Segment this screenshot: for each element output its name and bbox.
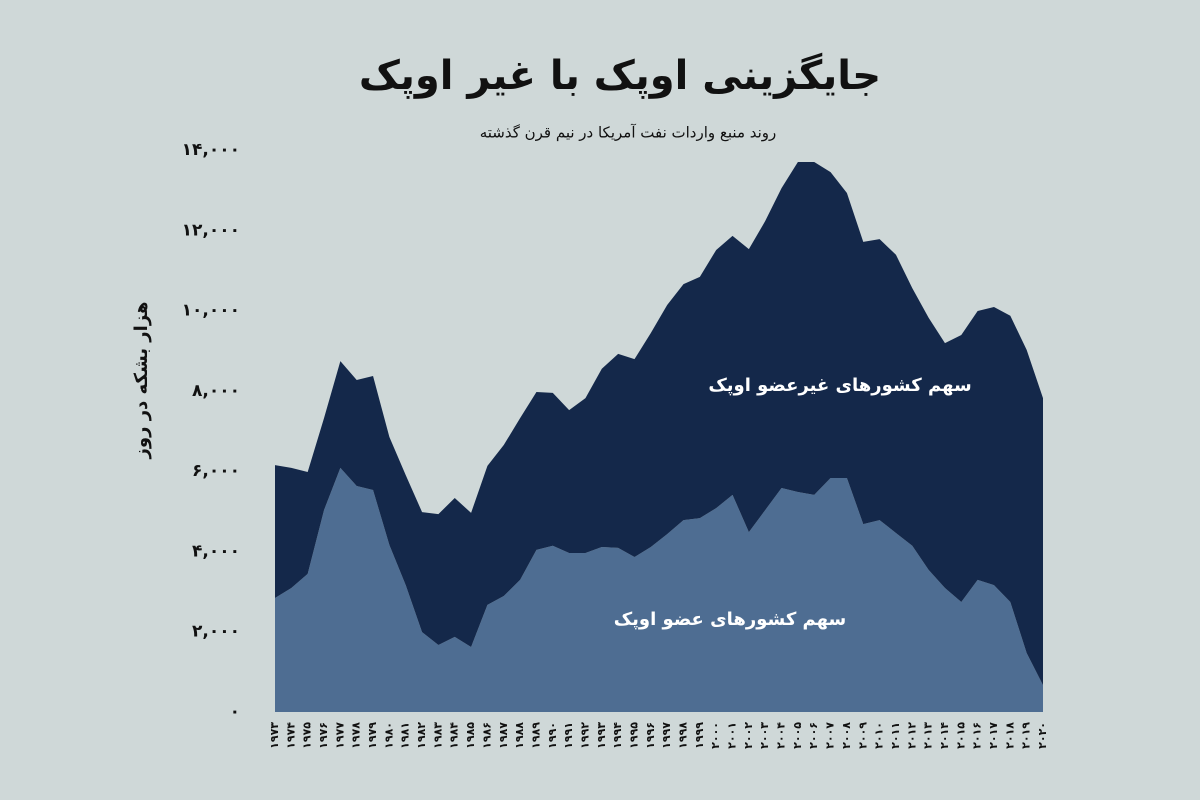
series-label: سهم کشورهای عضو اوپک (614, 609, 847, 630)
x-tick-label: ۱۹۷۵ (301, 722, 314, 749)
x-tick-label: ۲۰۱۰ (873, 722, 886, 749)
x-tick-label: ۲۰۱۴ (938, 722, 951, 749)
x-tick-label: ۲۰۰۲ (742, 722, 755, 749)
x-tick-label: ۱۹۸۵ (464, 722, 477, 749)
x-tick-label: ۱۹۷۴ (284, 722, 297, 749)
y-tick-label: ۴,۰۰۰ (192, 541, 240, 561)
x-tick-label: ۱۹۹۲ (578, 722, 591, 749)
x-tick-label: ۱۹۹۱ (562, 722, 575, 749)
x-tick-label: ۱۹۹۷ (660, 722, 673, 749)
x-tick-label: ۱۹۹۶ (644, 722, 657, 749)
x-tick-label: ۱۹۹۹ (693, 722, 706, 749)
y-tick-label: ۱۲,۰۰۰ (182, 220, 240, 240)
x-tick-label: ۱۹۸۷ (497, 722, 510, 749)
x-tick-label: ۲۰۱۸ (1003, 722, 1016, 749)
x-tick-label: ۲۰۲۰ (1036, 722, 1049, 749)
x-tick-label: ۲۰۰۵ (791, 722, 804, 749)
y-axis-label: هزار بشکه در روز (131, 302, 152, 460)
x-tick-label: ۱۹۸۲ (415, 722, 428, 749)
x-tick-label: ۱۹۷۳ (268, 722, 281, 749)
series-label: سهم کشورهای غیرعضو اوپک (708, 375, 971, 396)
x-tick-label: ۲۰۱۱ (889, 722, 902, 749)
y-tick-label: ۲,۰۰۰ (192, 622, 240, 642)
x-tick-label: ۱۹۸۴ (448, 722, 461, 749)
chart-subtitle: روند منبع واردات نفت آمریکا در نیم قرن گ… (480, 124, 777, 142)
y-tick-label: ۰ (230, 702, 240, 722)
x-tick-label: ۲۰۱۷ (987, 722, 1000, 749)
x-tick-label: ۲۰۰۷ (824, 722, 837, 749)
x-tick-label: ۲۰۰۰ (709, 722, 722, 749)
x-tick-label: ۱۹۹۴ (611, 722, 624, 749)
x-tick-label: ۱۹۷۸ (350, 722, 363, 749)
x-tick-label: ۱۹۹۵ (627, 722, 640, 749)
y-tick-label: ۱۰,۰۰۰ (182, 301, 240, 321)
x-tick-label: ۱۹۹۳ (595, 722, 608, 749)
y-tick-label: ۶,۰۰۰ (192, 461, 240, 481)
x-tick-label: ۱۹۷۶ (317, 722, 330, 749)
x-tick-label: ۲۰۰۶ (807, 722, 820, 749)
x-tick-label: ۱۹۷۹ (366, 722, 379, 749)
x-tick-label: ۲۰۰۴ (775, 722, 788, 749)
x-tick-label: ۲۰۱۹ (1020, 722, 1033, 749)
area (275, 467, 1043, 712)
x-tick-label: ۲۰۱۲ (905, 722, 918, 749)
x-tick-label: ۲۰۱۵ (954, 722, 967, 749)
chart-title: جایگزینی اوپک با غیر اوپک (359, 52, 881, 99)
y-tick-label: ۸,۰۰۰ (192, 381, 240, 401)
x-tick-label: ۱۹۹۸ (677, 722, 690, 749)
x-tick-label: ۱۹۹۰ (546, 722, 559, 749)
x-tick-label: ۲۰۰۱ (726, 722, 739, 749)
x-tick-label: ۱۹۸۶ (480, 722, 493, 749)
y-tick-label: ۱۴,۰۰۰ (182, 140, 240, 160)
x-tick-label: ۱۹۸۳ (431, 722, 444, 749)
x-tick-label: ۲۰۰۹ (856, 722, 869, 749)
x-tick-label: ۱۹۸۰ (382, 722, 395, 749)
area (275, 162, 1043, 686)
x-tick-label: ۲۰۱۳ (922, 722, 935, 749)
x-tick-label: ۲۰۰۸ (840, 722, 853, 749)
x-tick-label: ۱۹۸۹ (529, 722, 542, 749)
x-tick-label: ۱۹۷۷ (333, 722, 346, 749)
x-tick-label: ۱۹۸۱ (399, 722, 412, 749)
x-tick-label: ۱۹۸۸ (513, 722, 526, 749)
x-tick-label: ۲۰۱۶ (971, 722, 984, 749)
x-tick-label: ۲۰۰۳ (758, 722, 771, 749)
